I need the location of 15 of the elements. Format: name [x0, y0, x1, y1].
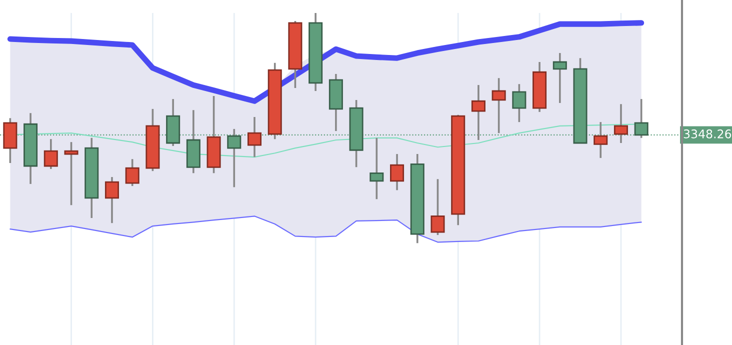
candlestick [370, 137, 384, 200]
candlestick [104, 176, 119, 224]
candlestick [247, 116, 262, 158]
candlestick [614, 103, 628, 144]
candlestick [594, 121, 608, 159]
candlestick [390, 153, 404, 192]
candlestick [430, 178, 445, 236]
candlestick [471, 84, 486, 141]
candlestick [125, 158, 140, 187]
candlestick [512, 83, 526, 123]
candlestick [64, 141, 78, 206]
text: 3348.26 [684, 129, 732, 138]
candlestick [492, 77, 506, 134]
candlestick [44, 138, 58, 170]
candlestick [552, 52, 567, 104]
